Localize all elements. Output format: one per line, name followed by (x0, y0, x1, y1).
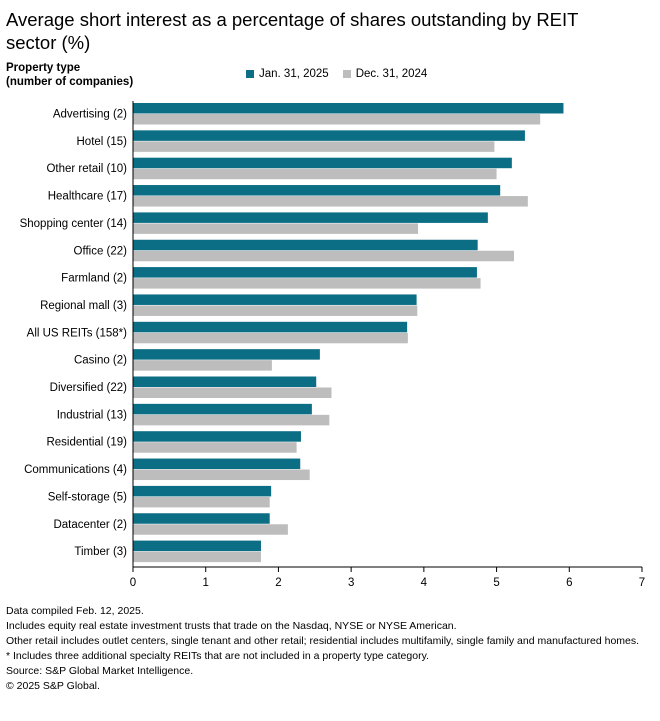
legend-item-dec-2024: Dec. 31, 2024 (342, 68, 428, 80)
category-label: Industrial (13) (57, 409, 127, 421)
category-label: Hotel (15) (77, 136, 128, 148)
category-label: Other retail (10) (46, 163, 127, 175)
y-axis-header-line-2: (number of companies) (6, 76, 134, 88)
bar-dec-2024 (133, 414, 330, 426)
x-tick-label: 5 (493, 577, 499, 589)
legend-item-jan-2025: Jan. 31, 2025 (246, 68, 329, 80)
bar-jan-2025 (133, 431, 301, 442)
bar-dec-2024 (133, 524, 288, 535)
category-label: Farmland (2) (61, 273, 127, 285)
bar-dec-2024 (133, 141, 495, 152)
category-label: All US REITs (158*) (27, 327, 128, 339)
bar-jan-2025 (133, 485, 272, 497)
legend-label-jan-2025: Jan. 31, 2025 (259, 68, 329, 80)
bar-jan-2025 (133, 157, 512, 169)
category-label: Diversified (22) (50, 382, 127, 394)
y-axis-header-line-1: Property type (6, 62, 81, 74)
chart-notes: Data compiled Feb. 12, 2025. Includes eq… (6, 605, 646, 695)
category-label: Shopping center (14) (20, 218, 128, 230)
bar-jan-2025 (133, 321, 408, 333)
category-label: Advertising (2) (53, 109, 127, 121)
x-tick-label: 1 (203, 577, 209, 589)
bar-jan-2025 (133, 130, 525, 141)
bar-dec-2024 (133, 551, 261, 563)
category-label: Healthcare (17) (48, 191, 127, 203)
bar-jan-2025 (133, 540, 261, 552)
bar-jan-2025 (133, 103, 564, 114)
bar-dec-2024 (133, 278, 481, 289)
bar-jan-2025 (133, 294, 417, 305)
bar-jan-2025 (133, 185, 501, 196)
category-label: Communications (4) (24, 464, 127, 476)
note-line: Source: S&P Global Market Intelligence. (6, 665, 194, 677)
x-tick-label: 7 (639, 577, 645, 589)
bar-dec-2024 (133, 442, 297, 453)
bar-dec-2024 (133, 360, 272, 371)
category-label: Regional mall (3) (40, 300, 127, 312)
bar-dec-2024 (133, 114, 541, 125)
bar-jan-2025 (133, 458, 301, 470)
x-tick-label: 0 (130, 577, 136, 589)
note-line: Includes equity real estate investment t… (6, 620, 457, 632)
bar-chart: Advertising (2) Hotel (15) Other retail (1… (20, 101, 645, 589)
x-tick-label: 3 (348, 577, 354, 589)
category-label: Self-storage (5) (48, 491, 127, 503)
y-axis-header: Property type (number of companies) (6, 61, 133, 89)
bar-dec-2024 (133, 196, 528, 207)
bar-jan-2025 (133, 267, 477, 278)
chart-title: Average short interest as a percentage o… (6, 9, 579, 53)
legend-swatch-dec-2024 (342, 70, 351, 78)
bar-dec-2024 (133, 469, 310, 481)
bar-dec-2024 (133, 332, 408, 344)
x-tick-label: 4 (421, 577, 428, 589)
x-tick-label: 2 (275, 577, 281, 589)
legend-swatch-jan-2025 (246, 70, 254, 78)
note-line: Other retail includes outlet centers, si… (6, 635, 640, 647)
chart-legend: Jan. 31, 2025 Dec. 31, 2024 (246, 68, 441, 80)
bar-jan-2025 (133, 349, 320, 360)
bar-jan-2025 (133, 239, 478, 251)
bar-dec-2024 (133, 223, 419, 234)
bar-jan-2025 (133, 513, 270, 524)
note-line: Data compiled Feb. 12, 2025. (6, 605, 144, 617)
category-label: Timber (3) (74, 546, 127, 558)
bar-dec-2024 (133, 387, 332, 398)
note-line: * Includes three additional specialty RE… (6, 650, 429, 662)
bar-jan-2025 (133, 403, 312, 415)
bar-dec-2024 (133, 496, 270, 508)
category-label: Residential (19) (46, 437, 127, 449)
bar-jan-2025 (133, 212, 488, 223)
bar-dec-2024 (133, 305, 418, 316)
bar-jan-2025 (133, 376, 317, 387)
category-label: Office (22) (74, 245, 128, 257)
x-tick-label: 6 (566, 577, 572, 589)
bar-dec-2024 (133, 168, 497, 180)
bar-dec-2024 (133, 250, 515, 262)
note-line: © 2025 S&P Global. (6, 680, 100, 692)
category-label: Casino (2) (74, 355, 127, 367)
category-label: Datacenter (2) (53, 519, 127, 531)
legend-label-dec-2024: Dec. 31, 2024 (355, 68, 428, 80)
